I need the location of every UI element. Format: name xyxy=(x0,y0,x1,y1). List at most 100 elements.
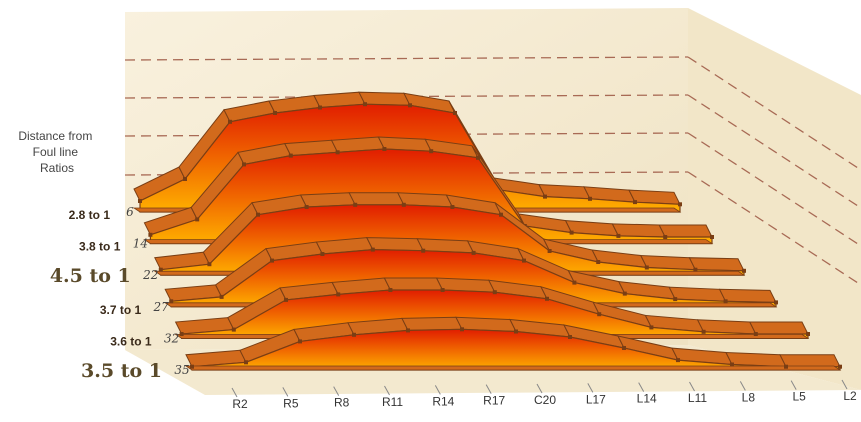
x-tick-mark xyxy=(536,383,543,394)
x-tick-label: R17 xyxy=(483,394,505,408)
depth-tick-label: 22 xyxy=(142,268,158,282)
slab-top-face xyxy=(718,288,777,303)
x-tick-label: R5 xyxy=(283,396,299,410)
slab-top-face xyxy=(688,257,745,272)
data-point xyxy=(388,288,393,292)
slab-top-face xyxy=(348,192,405,206)
data-point xyxy=(644,265,649,270)
data-point xyxy=(335,150,340,155)
depth-tick-label: 32 xyxy=(164,331,179,345)
data-point xyxy=(138,199,142,203)
data-point xyxy=(649,325,654,330)
y-axis-title-line1: Distance from xyxy=(18,129,92,143)
data-point xyxy=(492,290,497,295)
gridline-side xyxy=(687,94,861,209)
data-point xyxy=(244,360,248,365)
data-point xyxy=(710,235,714,239)
slab-top-face xyxy=(748,321,809,335)
data-point xyxy=(228,119,232,124)
data-point xyxy=(336,292,341,297)
data-point xyxy=(569,230,574,235)
data-point xyxy=(753,332,758,336)
x-tick-mark xyxy=(282,387,289,397)
x-tick-mark xyxy=(434,385,441,395)
depth-tick-label: 14 xyxy=(133,237,148,251)
gridline xyxy=(124,56,689,61)
x-tick-mark xyxy=(485,384,492,394)
x-tick-mark xyxy=(384,385,390,396)
ratio-labels: 2.8 to 1 3.8 to 1 4.5 to 1 3.7 to 1 3.6 to 1… xyxy=(50,208,162,382)
data-point xyxy=(288,153,293,158)
x-tick-label: R2 xyxy=(232,397,248,411)
ratio-label: 4.5 to 1 xyxy=(50,265,131,287)
data-point xyxy=(693,267,698,272)
x-tick-label: R8 xyxy=(334,396,350,410)
data-point xyxy=(596,260,601,264)
data-point xyxy=(298,339,302,344)
x-tick-mark xyxy=(587,383,594,393)
y-axis-title-line2: Foul line xyxy=(33,145,79,159)
data-point xyxy=(353,202,358,207)
depth-tick-label: 27 xyxy=(153,300,170,314)
slab-top-face xyxy=(383,277,444,291)
data-point xyxy=(382,147,387,151)
data-point xyxy=(406,328,410,333)
data-point xyxy=(179,332,184,336)
data-point xyxy=(476,155,480,160)
data-point xyxy=(190,364,194,369)
data-point xyxy=(318,105,322,110)
slab-top-face xyxy=(401,316,463,331)
x-tick-mark xyxy=(333,386,340,396)
data-point xyxy=(231,327,236,332)
data-point xyxy=(545,296,549,301)
data-point xyxy=(616,233,621,238)
x-tick-label: L8 xyxy=(742,390,756,404)
data-point xyxy=(401,202,406,207)
slab-top-face xyxy=(365,237,425,252)
gridline-side xyxy=(687,171,861,286)
x-tick-label: C20 xyxy=(534,393,556,407)
data-point xyxy=(622,346,626,350)
data-point xyxy=(440,288,445,292)
data-point xyxy=(242,162,246,167)
y-axis-title: Distance from Foul line Ratios xyxy=(18,129,95,175)
ratio-label: 3.8 to 1 xyxy=(79,240,121,254)
x-tick-label: R14 xyxy=(432,394,454,408)
x-tick-mark xyxy=(739,381,746,391)
data-point xyxy=(673,297,678,302)
data-point xyxy=(352,332,356,337)
series-layer xyxy=(132,91,842,371)
data-point xyxy=(742,268,746,273)
data-point xyxy=(723,299,728,304)
data-point xyxy=(663,235,668,239)
x-tick-mark xyxy=(790,380,797,390)
data-point xyxy=(370,247,375,252)
data-point xyxy=(471,250,476,255)
y-axis-title-line3: Ratios xyxy=(40,161,74,175)
data-point xyxy=(273,111,277,115)
x-tick-label: L11 xyxy=(688,391,707,405)
data-point xyxy=(363,102,367,107)
x-tick-labels: R2 R5 R8 R11 R14 R17 C20 L17 L14 L11 L8 L5 L2 xyxy=(231,379,857,411)
x-tick-mark xyxy=(689,381,695,392)
data-point xyxy=(304,205,309,209)
data-point xyxy=(148,232,153,237)
data-point xyxy=(450,205,455,209)
data-point xyxy=(195,217,200,222)
ratio-label: 3.7 to 1 xyxy=(100,303,142,317)
slab-base-edge xyxy=(184,365,842,371)
x-tick-mark xyxy=(231,387,238,398)
x-tick-label: R11 xyxy=(382,395,403,409)
data-point xyxy=(572,280,577,285)
data-point xyxy=(701,329,706,334)
data-point xyxy=(514,329,518,334)
data-point xyxy=(597,312,602,317)
data-point xyxy=(774,300,778,305)
data-point xyxy=(169,299,174,304)
data-point xyxy=(270,258,274,263)
data-point xyxy=(622,291,627,296)
x-tick-label: L2 xyxy=(843,389,857,403)
x-tick-mark xyxy=(841,379,848,390)
data-point xyxy=(499,212,503,217)
